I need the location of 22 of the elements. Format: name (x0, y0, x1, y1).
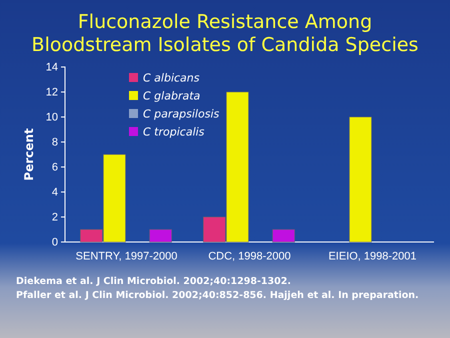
bar (272, 229, 295, 242)
x-tick-label: CDC, 1998-2000 (208, 250, 291, 262)
y-tick-label: 14 (46, 62, 58, 74)
text: C glabrata (143, 90, 200, 102)
bar (349, 116, 372, 242)
y-tick-label: 2 (52, 212, 58, 224)
legend-label: C parapsilosis (143, 108, 220, 120)
legend-label: C albicans (143, 72, 200, 84)
x-tick-label: SENTRY, 1997-2000 (76, 250, 178, 262)
y-tick-label: 0 (52, 236, 58, 249)
text: Diekema et al. J Clin Microbiol. 2002;40:1298-1302. (16, 276, 291, 287)
y-tick-label: 12 (46, 86, 58, 99)
y-tick-label: 4 (52, 186, 58, 199)
legend-label: C tropicalis (143, 126, 205, 138)
y-axis-title: Percent (22, 128, 36, 181)
text: Pfaller et al. J Clin Microbiol. 2002;40:852-856. Hajjeh et al. In preparation. (16, 290, 419, 301)
y-tick-label: 6 (52, 162, 58, 174)
bar (149, 229, 172, 242)
x-tick-label: EIEIO, 1998-2001 (328, 250, 417, 262)
y-tick-label: 10 (46, 112, 58, 124)
chart-title: Fluconazole Resistance Among Bloodstream Isolates of Candida Species (32, 11, 418, 56)
y-tick-label: 8 (52, 136, 58, 149)
